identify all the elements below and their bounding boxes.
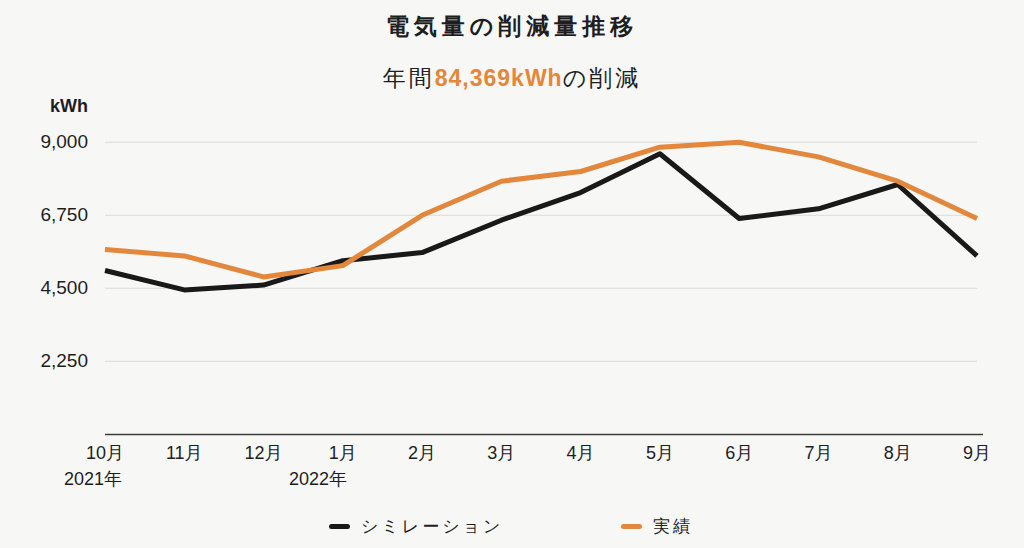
x-tick-label: 10月 [70,442,140,464]
x-tick-label: 2月 [387,442,457,464]
chart-subtitle: 年間84,369kWhの削減 [0,63,1024,94]
legend-label-actual: 実績 [653,515,693,538]
x-tick-label: 11月 [149,442,219,464]
x-tick-label: 12月 [229,442,299,464]
legend-label-simulation: シミレーション [361,515,503,538]
y-tick-label: 4,500 [14,276,88,300]
chart-panel: 電気量の削減量推移 年間84,369kWhの削減 kWh 9,000 6,750… [0,0,1024,548]
x-tick-label: 6月 [704,442,774,464]
subtitle-suffix: の削減 [563,65,642,91]
simulation-line-swatch [329,524,350,529]
x-tick-label: 5月 [625,442,695,464]
actual-line-swatch [621,524,642,529]
chart-title: 電気量の削減量推移 [0,11,1024,42]
x-year-label-2022: 2022年 [263,468,373,490]
x-tick-label: 8月 [863,442,933,464]
x-tick-label: 7月 [783,442,853,464]
x-tick-label: 4月 [546,442,616,464]
x-tick-label: 9月 [942,442,1012,464]
legend-item-actual: 実績 [621,515,693,537]
x-year-label-2021: 2021年 [38,468,148,490]
y-tick-label: 6,750 [14,203,88,227]
y-tick-label: 9,000 [14,130,88,154]
subtitle-prefix: 年間 [383,65,435,91]
x-tick-label: 1月 [308,442,378,464]
y-tick-label: 2,250 [14,349,88,373]
y-axis-unit-label: kWh [18,96,88,117]
x-tick-label: 3月 [466,442,536,464]
legend-item-simulation: シミレーション [329,515,503,537]
annual-savings-value: 84,369kWh [435,65,563,91]
